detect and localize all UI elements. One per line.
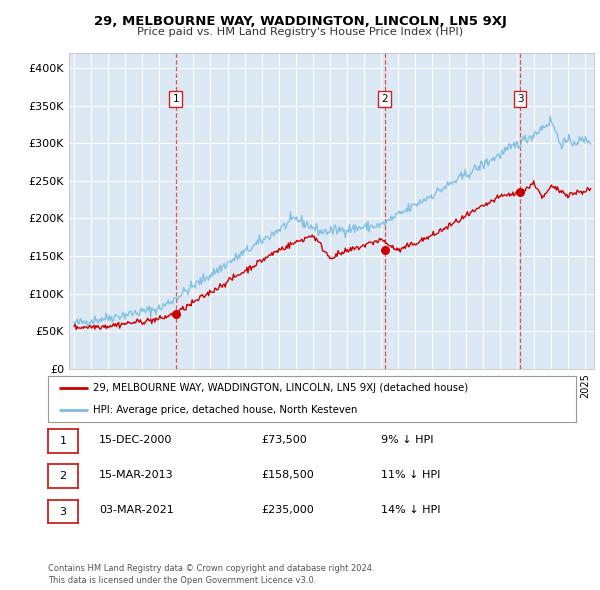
Text: 11% ↓ HPI: 11% ↓ HPI [381, 470, 440, 480]
Text: £158,500: £158,500 [261, 470, 314, 480]
Text: 29, MELBOURNE WAY, WADDINGTON, LINCOLN, LN5 9XJ (detached house): 29, MELBOURNE WAY, WADDINGTON, LINCOLN, … [93, 383, 468, 393]
Text: HPI: Average price, detached house, North Kesteven: HPI: Average price, detached house, Nort… [93, 405, 357, 415]
Text: 03-MAR-2021: 03-MAR-2021 [99, 506, 174, 515]
Text: 3: 3 [517, 94, 524, 104]
Text: 14% ↓ HPI: 14% ↓ HPI [381, 506, 440, 515]
Text: 1: 1 [172, 94, 179, 104]
Text: 1: 1 [59, 436, 67, 445]
Text: £73,500: £73,500 [261, 435, 307, 444]
Text: 9% ↓ HPI: 9% ↓ HPI [381, 435, 433, 444]
Text: Contains HM Land Registry data © Crown copyright and database right 2024.
This d: Contains HM Land Registry data © Crown c… [48, 564, 374, 585]
Text: 15-DEC-2000: 15-DEC-2000 [99, 435, 172, 444]
Text: 2: 2 [381, 94, 388, 104]
Text: 29, MELBOURNE WAY, WADDINGTON, LINCOLN, LN5 9XJ: 29, MELBOURNE WAY, WADDINGTON, LINCOLN, … [94, 15, 506, 28]
Text: 3: 3 [59, 507, 67, 516]
Text: 2: 2 [59, 471, 67, 481]
Text: 15-MAR-2013: 15-MAR-2013 [99, 470, 173, 480]
Text: Price paid vs. HM Land Registry's House Price Index (HPI): Price paid vs. HM Land Registry's House … [137, 27, 463, 37]
Text: £235,000: £235,000 [261, 506, 314, 515]
